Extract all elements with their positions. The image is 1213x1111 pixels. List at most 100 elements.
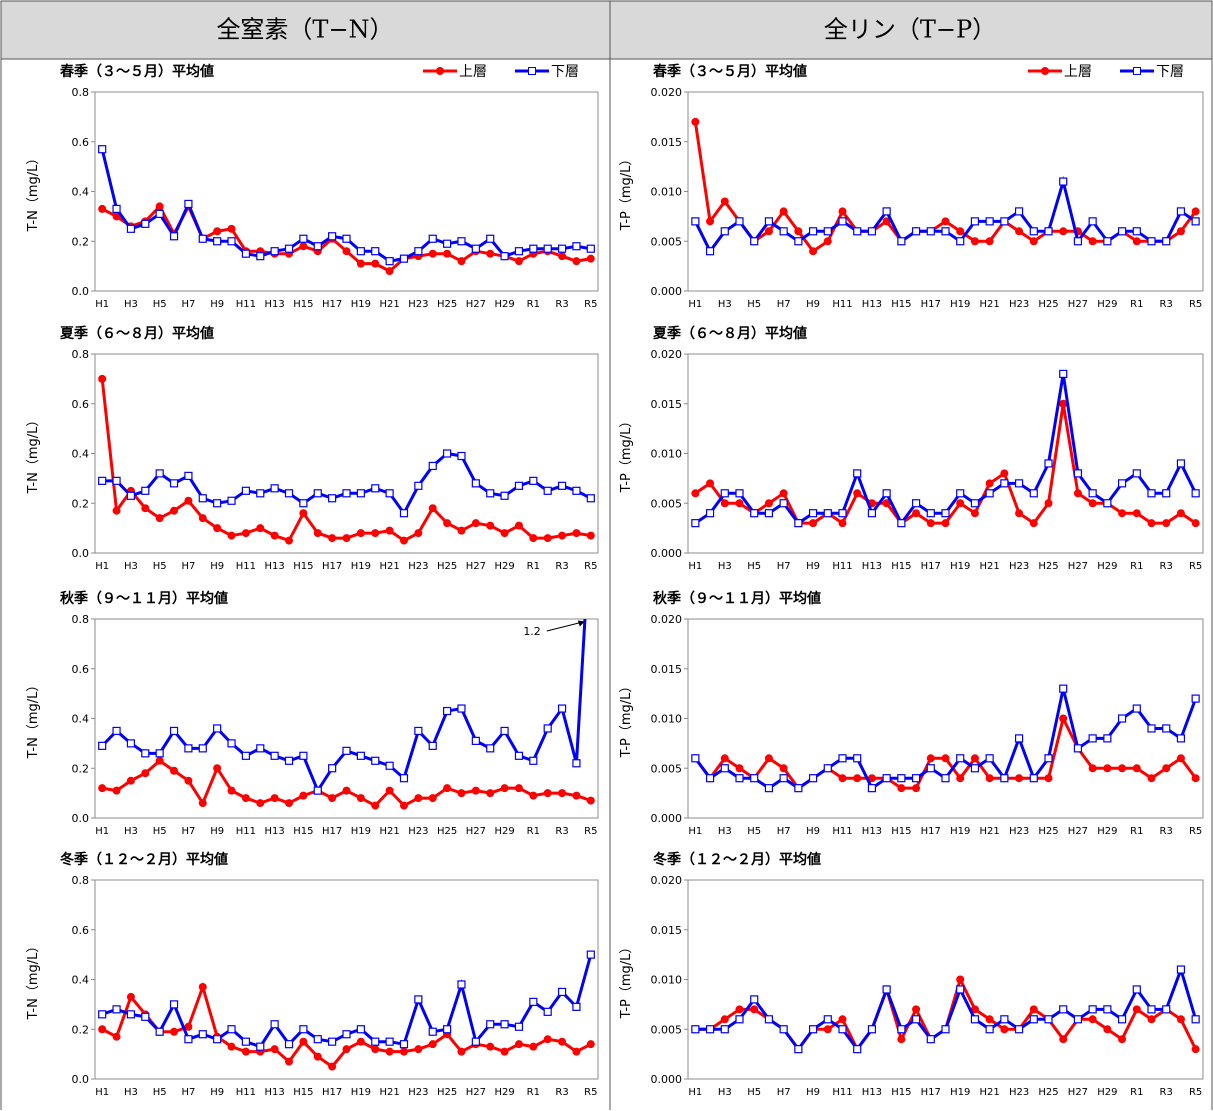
marker [557, 704, 567, 713]
marker [500, 1020, 509, 1029]
marker [342, 489, 351, 498]
annotation: 1.2 [523, 625, 541, 638]
marker [750, 509, 759, 518]
marker [1044, 1015, 1053, 1024]
marker [586, 254, 595, 263]
marker [126, 1010, 136, 1019]
marker [299, 234, 308, 243]
marker [912, 509, 921, 518]
marker [1191, 207, 1200, 216]
marker [457, 257, 466, 266]
marker [823, 1025, 832, 1034]
marker [428, 741, 437, 750]
x-tick-label: H25 [437, 1087, 457, 1098]
x-tick-label: R1 [527, 299, 540, 310]
x-tick-label: H5 [153, 299, 167, 310]
marker [112, 726, 121, 736]
marker [809, 519, 818, 528]
x-tick-label: R3 [555, 561, 568, 572]
legend-label: 下層 [1156, 64, 1184, 80]
x-tick-label: H23 [408, 826, 428, 837]
x-tick-label: H25 [437, 299, 457, 310]
marker [428, 1027, 437, 1036]
x-tick-label: H23 [1009, 561, 1029, 572]
marker [529, 534, 538, 543]
marker [285, 799, 294, 808]
x-tick-label: H25 [1038, 561, 1058, 572]
marker [486, 489, 495, 498]
marker [443, 784, 452, 793]
y-tick-label: 0.8 [72, 613, 90, 626]
marker [941, 509, 950, 518]
marker [169, 726, 179, 736]
marker [285, 536, 294, 545]
x-tick-label: H1 [95, 561, 109, 572]
marker [691, 1025, 700, 1034]
marker [1073, 469, 1083, 478]
marker [514, 751, 524, 760]
marker [155, 756, 164, 765]
marker [270, 1020, 279, 1029]
marker [970, 764, 980, 773]
x-tick-label: H21 [980, 299, 1000, 310]
marker [313, 1052, 322, 1061]
marker [1132, 985, 1141, 994]
x-tick-label: H5 [747, 826, 761, 837]
marker [1044, 754, 1053, 763]
marker [1191, 519, 1200, 528]
x-tick-label: R1 [527, 561, 540, 572]
marker [1073, 744, 1083, 753]
marker [867, 774, 876, 783]
marker [956, 227, 965, 236]
marker [586, 494, 595, 503]
y-tick-label: 0.6 [72, 398, 90, 411]
marker [823, 1015, 832, 1024]
x-tick-label: H29 [494, 299, 514, 310]
x-tick-label: H11 [236, 1087, 256, 1098]
marker [941, 754, 950, 763]
marker [1147, 1015, 1156, 1024]
y-tick-label: 0.6 [72, 663, 90, 676]
x-tick-label: H7 [181, 826, 195, 837]
marker [1176, 207, 1186, 216]
x-tick-label: R1 [1130, 561, 1143, 572]
x-tick-label: H21 [379, 561, 399, 572]
marker [1000, 479, 1009, 488]
marker [1132, 1005, 1141, 1014]
marker [486, 234, 495, 243]
marker [926, 764, 935, 773]
marker [371, 756, 380, 765]
y-tick-label: 0.2 [72, 235, 90, 248]
marker [529, 791, 538, 800]
marker [970, 1005, 979, 1014]
y-tick-label: 0.010 [651, 713, 683, 726]
x-tick-label: H9 [210, 1087, 224, 1098]
marker [882, 499, 891, 508]
y-axis-label: T-N（mg/L） [26, 940, 41, 1021]
marker [572, 486, 581, 495]
chart-panel: 冬季（１２～２月）平均値 T-P（mg/L） 0.000 0.005 0.010 0.01… [619, 851, 1204, 1098]
x-tick-label: H27 [466, 561, 486, 572]
marker [1044, 499, 1053, 508]
y-tick-label: 0.4 [72, 448, 90, 461]
marker [764, 227, 773, 236]
y-tick-label: 0.6 [72, 136, 90, 149]
marker [808, 227, 818, 236]
marker [471, 244, 480, 253]
marker [705, 247, 715, 256]
marker [98, 741, 107, 750]
marker [371, 801, 380, 810]
marker [1029, 237, 1038, 246]
marker [1029, 1015, 1038, 1024]
marker [471, 519, 480, 528]
marker [720, 489, 729, 498]
x-tick-label: H19 [950, 1087, 970, 1098]
x-tick-label: H11 [236, 299, 256, 310]
marker [170, 1027, 179, 1036]
x-tick-label: H1 [688, 1087, 702, 1098]
marker [198, 744, 207, 753]
marker [213, 764, 222, 773]
marker [98, 145, 107, 154]
marker [141, 219, 150, 228]
marker [1059, 227, 1068, 236]
